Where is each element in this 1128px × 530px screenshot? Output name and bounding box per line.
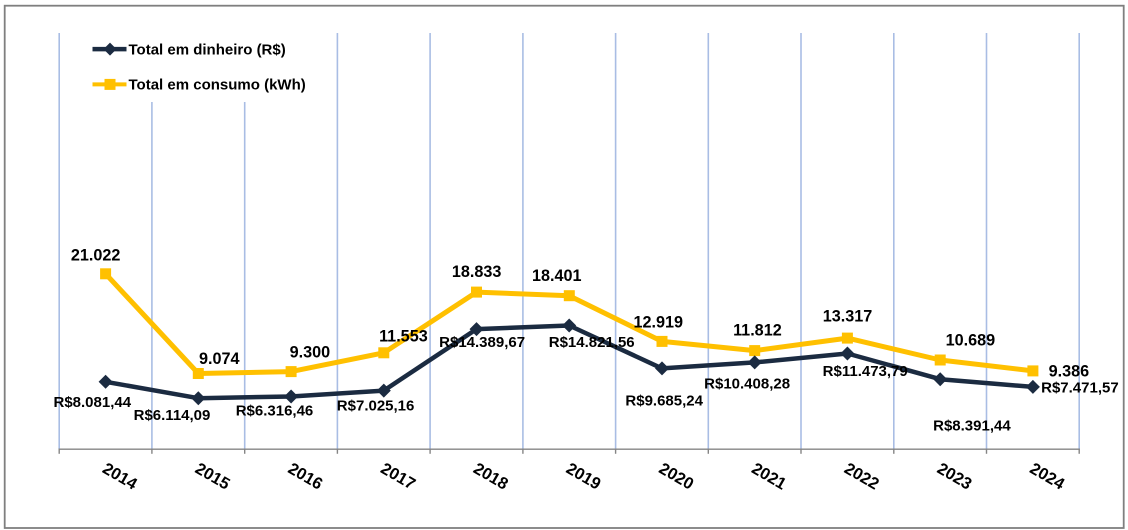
svg-text:Total em consumo (kWh): Total em consumo (kWh) bbox=[129, 77, 306, 94]
svg-text:R$8.391,44: R$8.391,44 bbox=[933, 417, 1011, 434]
svg-text:11.812: 11.812 bbox=[733, 322, 782, 340]
svg-text:12.919: 12.919 bbox=[633, 314, 683, 332]
svg-text:R$6.114,09: R$6.114,09 bbox=[134, 407, 211, 424]
svg-text:R$14.821,56: R$14.821,56 bbox=[549, 334, 635, 351]
svg-text:21.022: 21.022 bbox=[71, 246, 121, 264]
svg-text:R$11.473,79: R$11.473,79 bbox=[823, 363, 908, 380]
svg-text:R$6.316,46: R$6.316,46 bbox=[236, 402, 314, 419]
svg-text:R$9.685,24: R$9.685,24 bbox=[625, 392, 703, 409]
svg-text:9.386: 9.386 bbox=[1049, 363, 1090, 381]
svg-text:18.401: 18.401 bbox=[532, 267, 582, 285]
svg-text:18.833: 18.833 bbox=[452, 263, 502, 281]
svg-text:10.689: 10.689 bbox=[946, 332, 996, 350]
svg-text:R$7.025,16: R$7.025,16 bbox=[337, 397, 415, 414]
svg-text:R$7.471,57: R$7.471,57 bbox=[1041, 380, 1119, 397]
svg-text:R$14.389,67: R$14.389,67 bbox=[439, 334, 525, 351]
svg-text:13.317: 13.317 bbox=[823, 307, 873, 325]
svg-text:9.300: 9.300 bbox=[290, 344, 331, 362]
svg-text:11.553: 11.553 bbox=[379, 328, 428, 346]
svg-text:R$8.081,44: R$8.081,44 bbox=[54, 394, 132, 411]
svg-text:R$10.408,28: R$10.408,28 bbox=[704, 375, 790, 392]
svg-text:Total em dinheiro (R$): Total em dinheiro (R$) bbox=[129, 41, 286, 58]
svg-text:9.074: 9.074 bbox=[199, 350, 240, 368]
